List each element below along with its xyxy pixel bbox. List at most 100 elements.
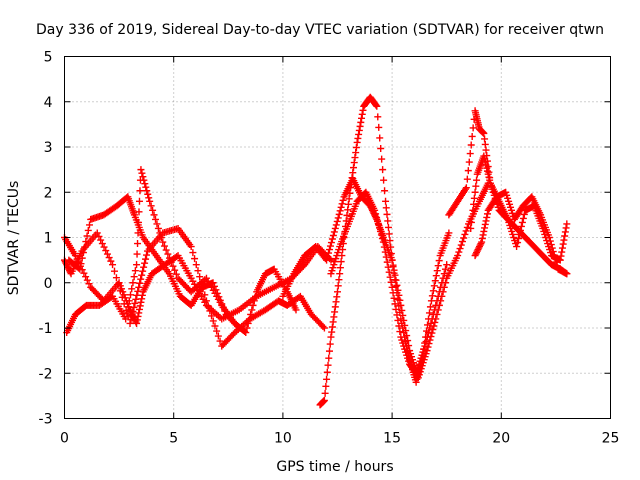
data-point xyxy=(465,158,473,166)
data-point xyxy=(209,279,217,287)
data-point xyxy=(338,200,346,208)
x-tick-label: 15 xyxy=(383,431,401,447)
data-point xyxy=(211,322,219,330)
data-point xyxy=(221,307,229,315)
data-point xyxy=(326,242,334,250)
data-point xyxy=(468,132,476,140)
data-point xyxy=(377,145,385,153)
data-point xyxy=(333,293,341,301)
data-point xyxy=(139,267,147,275)
data-point xyxy=(247,310,255,318)
data-point xyxy=(82,273,90,281)
data-point xyxy=(336,264,344,272)
data-point xyxy=(333,217,341,225)
data-point xyxy=(393,311,401,319)
data-point xyxy=(122,315,130,323)
data-point xyxy=(424,343,432,351)
data-point xyxy=(346,189,354,197)
data-point xyxy=(201,291,209,299)
data-point xyxy=(384,223,392,231)
data-point xyxy=(456,245,464,253)
data-point xyxy=(330,228,338,236)
y-tick-label: 2 xyxy=(44,185,53,201)
data-point xyxy=(353,138,361,146)
data-point xyxy=(102,247,110,255)
data-point xyxy=(380,176,388,184)
data-point xyxy=(138,169,146,177)
data-point xyxy=(373,102,381,110)
data-point xyxy=(394,295,402,303)
data-point xyxy=(133,261,141,269)
chart-title: Day 336 of 2019, Sidereal Day-to-day VTE… xyxy=(36,22,604,38)
data-point xyxy=(371,206,379,214)
data-point xyxy=(213,289,221,297)
data-point xyxy=(422,338,430,346)
data-point xyxy=(393,281,401,289)
data-point xyxy=(548,244,556,252)
data-point xyxy=(482,217,490,225)
data-point xyxy=(159,238,167,246)
data-point xyxy=(557,252,565,260)
data-point xyxy=(140,176,148,184)
data-point xyxy=(439,274,447,282)
data-point xyxy=(561,228,569,236)
data-point xyxy=(323,375,331,383)
data-point xyxy=(563,220,571,228)
data-point xyxy=(216,296,224,304)
data-point xyxy=(331,308,339,316)
data-point xyxy=(373,213,381,221)
data-point xyxy=(137,275,145,283)
y-tick-label: -1 xyxy=(39,321,53,337)
data-point xyxy=(431,318,439,326)
data-point xyxy=(241,328,249,336)
data-layer xyxy=(61,93,571,409)
data-point xyxy=(380,243,388,251)
data-point xyxy=(520,210,528,218)
data-point xyxy=(481,140,489,148)
data-point xyxy=(347,184,355,192)
data-point xyxy=(472,182,480,190)
data-point xyxy=(143,187,151,195)
data-point xyxy=(518,218,526,226)
data-point xyxy=(477,240,485,248)
data-point xyxy=(133,316,141,324)
data-point xyxy=(429,310,437,318)
data-point xyxy=(372,101,380,109)
data-point xyxy=(481,224,489,232)
data-point xyxy=(78,254,86,262)
data-point xyxy=(129,279,137,287)
data-point xyxy=(395,322,403,330)
data-point xyxy=(138,295,146,303)
data-point xyxy=(107,257,115,265)
data-point xyxy=(462,227,470,235)
data-point xyxy=(462,184,470,192)
data-point xyxy=(471,188,479,196)
data-point xyxy=(110,267,118,275)
data-point xyxy=(556,256,564,264)
data-point xyxy=(355,126,363,134)
data-point xyxy=(467,224,475,232)
data-point xyxy=(140,263,148,271)
data-point xyxy=(324,361,332,369)
data-point xyxy=(388,283,396,291)
x-tick-label: 0 xyxy=(60,431,69,447)
data-point xyxy=(425,309,433,317)
data-point xyxy=(426,303,434,311)
series-track-g xyxy=(327,188,451,377)
data-point xyxy=(376,134,384,142)
data-point xyxy=(375,123,383,131)
data-point xyxy=(73,255,81,263)
data-point xyxy=(244,319,252,327)
data-point xyxy=(149,206,157,214)
data-point xyxy=(559,240,567,248)
data-point xyxy=(331,224,339,232)
data-point xyxy=(460,234,468,242)
data-point xyxy=(350,159,358,167)
data-point xyxy=(329,318,337,326)
data-point xyxy=(142,183,150,191)
data-point xyxy=(325,347,333,355)
data-point xyxy=(135,283,143,291)
data-point xyxy=(396,328,404,336)
data-point xyxy=(433,267,441,275)
data-point xyxy=(136,302,144,310)
